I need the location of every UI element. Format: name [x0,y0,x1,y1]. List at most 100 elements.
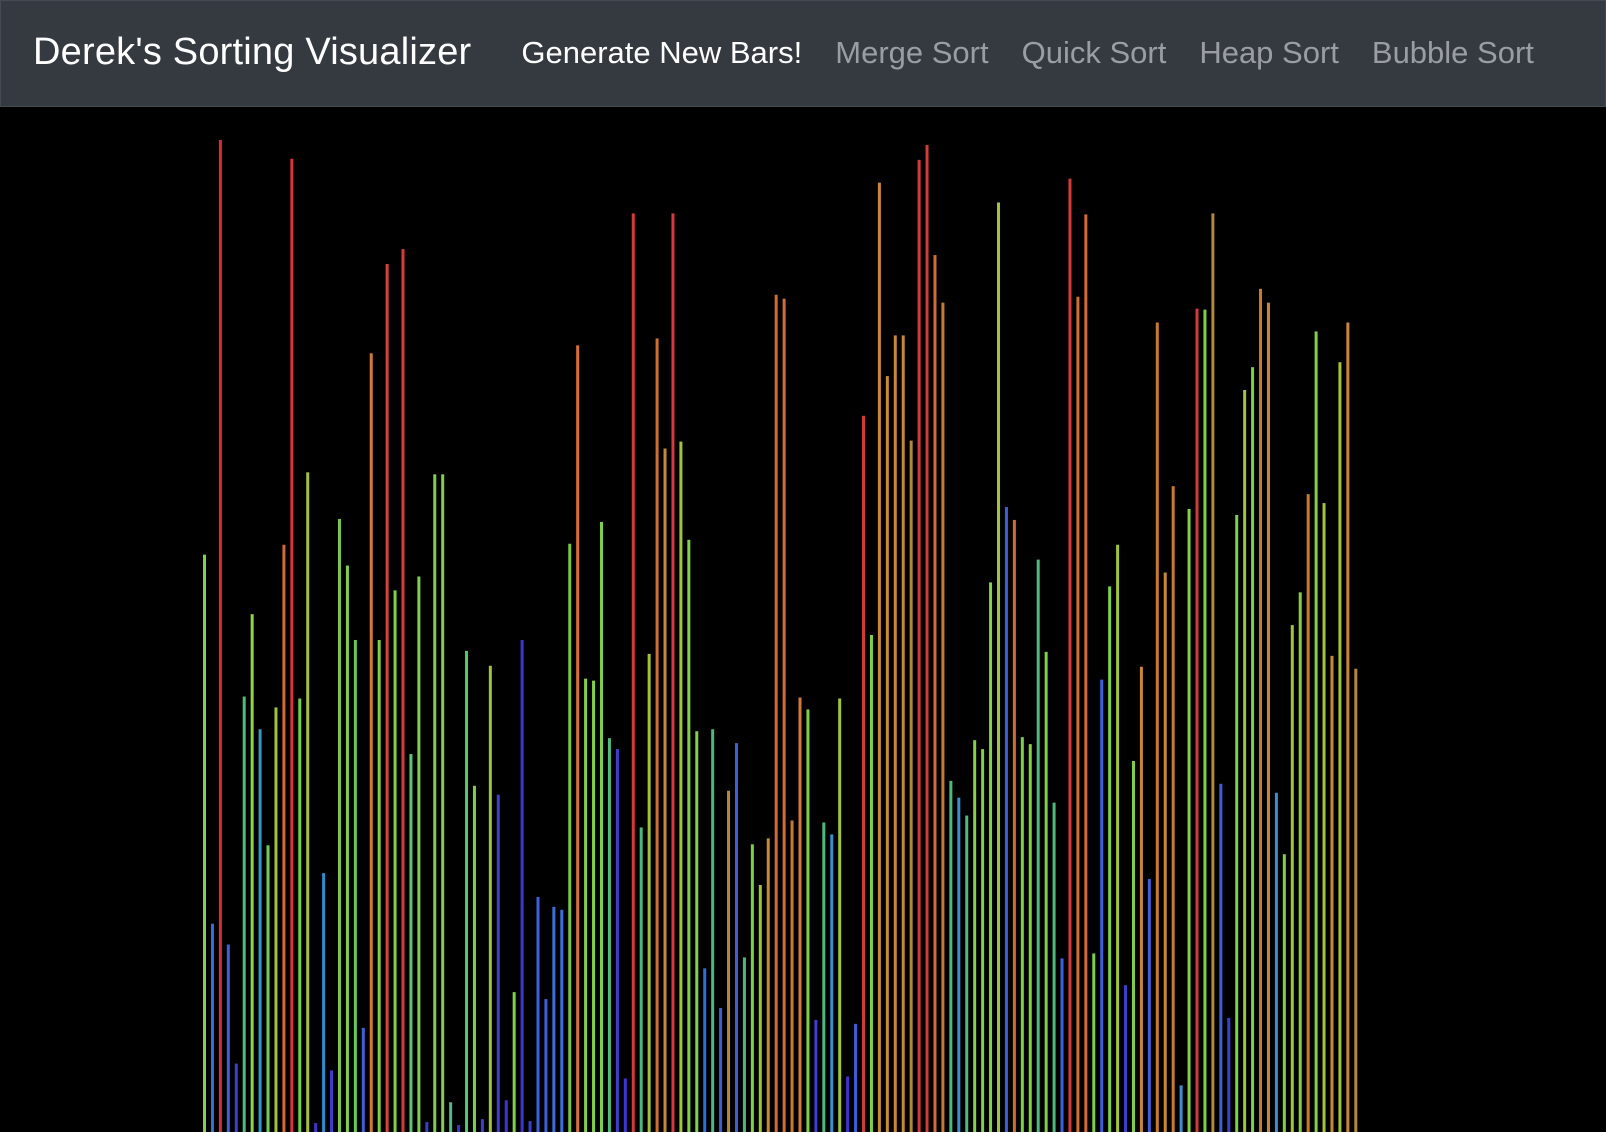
array-bar [1306,494,1310,1132]
array-bar [536,896,540,1132]
array-bar [671,213,675,1132]
bubble-sort-button[interactable]: Bubble Sort [1371,34,1534,70]
array-bar [997,202,1000,1132]
array-bar [584,678,588,1132]
array-bar [615,749,619,1132]
array-bar [1354,668,1358,1132]
array-bar [774,294,778,1132]
array-bar [981,749,985,1132]
array-bar [623,1078,627,1132]
array-bar [298,698,302,1132]
array-bar [1259,288,1263,1132]
array-bar [393,590,397,1132]
array-bar [679,441,683,1132]
array-bar [417,576,421,1132]
array-bar [917,159,921,1132]
array-bar [727,790,731,1132]
array-bar [655,338,659,1132]
array-bar [480,1119,484,1132]
array-bar [742,957,746,1132]
array-bar [369,353,373,1132]
array-bar [1012,519,1016,1132]
array-bar [330,1070,334,1132]
array-bar [441,474,445,1132]
heap-sort-button[interactable]: Heap Sort [1199,34,1339,70]
array-bar [290,158,294,1132]
array-bar [1052,802,1056,1132]
array-bar [425,1122,429,1132]
array-bar [695,731,699,1132]
array-bar [877,182,881,1132]
array-bar [973,740,977,1132]
array-bar [663,448,667,1132]
array-bar [203,554,206,1132]
array-bar [782,298,786,1132]
array-bar [1282,854,1286,1132]
array-bar [1330,655,1334,1132]
array-bar [639,827,643,1132]
array-bar [1211,213,1215,1132]
array-bar [846,1076,850,1132]
array-bar [925,144,929,1132]
array-bar [758,884,762,1132]
array-bar [1187,509,1191,1132]
array-bar [266,845,270,1132]
array-bar [488,665,492,1132]
array-bar [226,944,230,1132]
array-bar [1179,1085,1183,1132]
array-bar [544,999,548,1132]
quick-sort-button[interactable]: Quick Sort [1021,34,1167,70]
array-bar [576,345,580,1132]
array-bar [377,639,381,1132]
array-bar [957,797,961,1132]
array-bar [1084,214,1088,1132]
array-bar [703,968,707,1132]
array-bar [1068,178,1072,1132]
array-bar [457,1125,461,1132]
array-bar [1131,760,1135,1132]
array-bar [1036,559,1040,1132]
array-bar [1243,389,1247,1132]
array-bar [496,794,500,1132]
array-bar [949,780,953,1132]
array-bar [528,1121,532,1132]
array-bar [806,709,810,1132]
array-bar [322,873,326,1132]
array-bar [750,844,754,1132]
array-bar [989,582,993,1132]
array-bar [1171,486,1175,1132]
array-bar [607,738,611,1132]
array-bar [854,1023,858,1132]
array-bar [401,249,405,1132]
array-bar [1092,953,1096,1132]
array-bar [1076,296,1080,1132]
array-bar [1274,792,1278,1132]
array-bar [1314,331,1318,1132]
array-bar [520,639,524,1132]
array-bar [1219,783,1223,1132]
generate-new-bars-button[interactable]: Generate New Bars! [521,34,803,70]
merge-sort-button[interactable]: Merge Sort [835,34,989,70]
array-bar [1195,308,1199,1132]
array-bar [1004,507,1008,1132]
app-brand[interactable]: Derek's Sorting Visualizer [33,31,472,73]
array-bar [631,213,635,1132]
array-bar [314,1123,318,1132]
array-bar [1235,514,1239,1132]
array-bar [552,906,556,1132]
array-bar [941,302,945,1132]
array-bar [345,565,349,1132]
array-bar [1155,322,1159,1132]
array-bar [647,653,651,1132]
navbar: Derek's Sorting Visualizer Generate New … [0,0,1606,107]
array-bar [1203,309,1207,1132]
array-bar [901,335,905,1132]
array-bar [1116,544,1120,1132]
array-bar [465,650,469,1132]
array-bar [1020,737,1024,1132]
array-bar [1060,958,1064,1132]
array-bar [734,743,738,1132]
array-bar [337,518,341,1132]
array-bar [933,255,937,1132]
array-bar [385,264,389,1132]
